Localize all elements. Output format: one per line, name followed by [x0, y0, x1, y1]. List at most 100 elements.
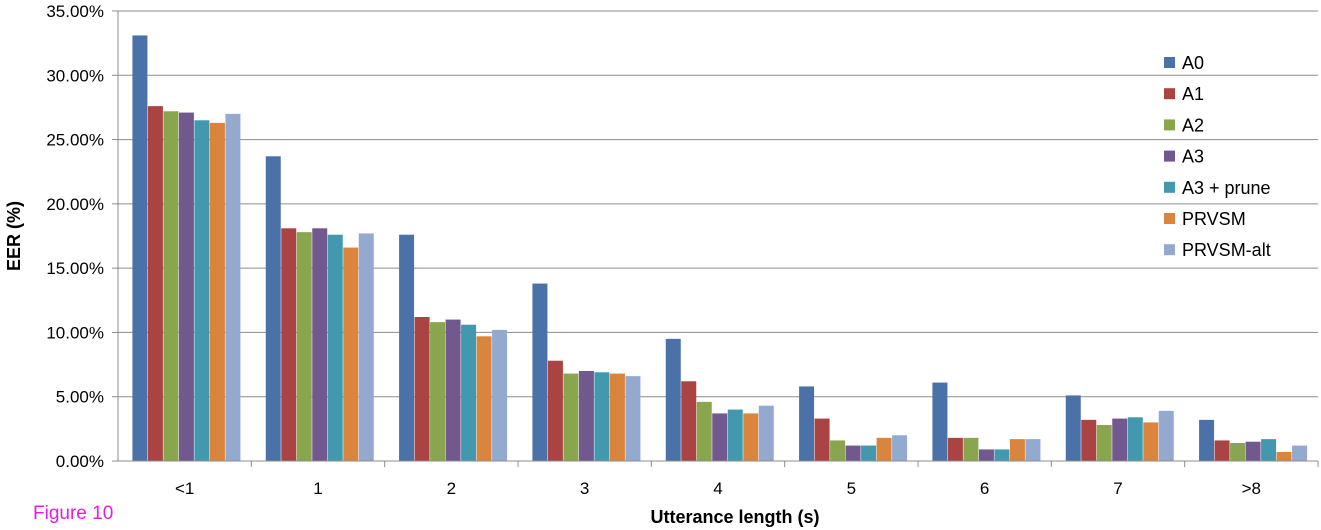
x-tick-labels: <1 1 2 3 4 5 6 7 >8: [175, 479, 1261, 498]
legend-label: PRVSM: [1182, 209, 1246, 229]
legend-swatch: [1164, 150, 1175, 162]
bar: [132, 35, 148, 462]
bar: [845, 445, 861, 461]
bar: [430, 322, 446, 461]
bar: [578, 371, 594, 461]
axes: [117, 11, 1319, 467]
bars: [132, 35, 1308, 462]
y-tick-label: 30.00%: [46, 66, 104, 85]
figure-label: Figure 10: [33, 503, 114, 524]
bar: [414, 317, 430, 461]
bar: [947, 437, 963, 461]
bar: [399, 234, 415, 461]
bar: [1096, 425, 1112, 461]
bar: [147, 106, 163, 462]
y-tick-label: 15.00%: [46, 259, 104, 278]
bar: [445, 319, 461, 461]
bar: [758, 405, 774, 461]
bar: [978, 449, 994, 461]
bar: [563, 373, 579, 461]
bar: [814, 418, 830, 461]
bar: [1081, 419, 1097, 461]
bar: [1112, 418, 1128, 461]
bar: [1292, 445, 1308, 461]
bar: [296, 232, 312, 461]
bar: [547, 360, 563, 461]
bar: [492, 329, 508, 461]
x-tick-label: 6: [980, 479, 989, 498]
y-tick-label: 5.00%: [56, 388, 104, 407]
legend-swatch: [1164, 244, 1175, 256]
legend-label: A2: [1182, 115, 1204, 135]
bar: [1245, 441, 1261, 461]
bar: [665, 338, 681, 461]
bar: [1009, 439, 1025, 461]
y-tick-label: 10.00%: [46, 323, 104, 342]
bar: [225, 113, 241, 461]
bar: [625, 376, 641, 461]
bar: [1143, 422, 1159, 461]
bar: [209, 122, 225, 461]
bar: [476, 336, 492, 461]
bar: [712, 413, 728, 461]
bar: [312, 228, 328, 461]
legend-swatch: [1164, 57, 1175, 68]
bar: [1276, 452, 1292, 461]
bar: [1214, 440, 1230, 461]
legend-label: PRVSM-alt: [1182, 240, 1271, 260]
bar: [594, 372, 610, 461]
legend-label: A3 + prune: [1182, 178, 1271, 198]
bar: [461, 324, 477, 461]
y-tick-labels: 0.00% 5.00% 10.00% 15.00% 20.00% 25.00% 30.00%…: [46, 2, 104, 471]
bar: [696, 401, 712, 461]
y-tick-label: 20.00%: [46, 195, 104, 214]
legend-label: A3: [1182, 147, 1204, 167]
bar: [994, 449, 1010, 461]
y-tick-label: 25.00%: [46, 131, 104, 150]
bar: [861, 445, 877, 461]
legend-label: A1: [1182, 84, 1204, 104]
bar: [343, 247, 359, 461]
bar: [609, 373, 625, 461]
legend-swatch: [1164, 181, 1175, 193]
y-tick-label: 35.00%: [46, 2, 104, 21]
bar: [892, 435, 908, 461]
x-tick-label: 3: [580, 479, 589, 498]
x-tick-label: 7: [1113, 479, 1122, 498]
bar: [1261, 439, 1277, 461]
bar: [681, 381, 697, 461]
x-tick-label: 1: [313, 479, 322, 498]
x-axis-title: Utterance length (s): [650, 507, 819, 527]
legend-swatch: [1164, 88, 1175, 100]
bar: [281, 228, 297, 461]
bar: [327, 234, 343, 461]
x-tick-label: 4: [713, 479, 722, 498]
bar: [1127, 417, 1143, 461]
x-tick-label: 2: [447, 479, 456, 498]
legend-label: A0: [1182, 53, 1204, 73]
bar: [1025, 439, 1041, 461]
bar: [1158, 410, 1174, 461]
x-tick-label: >8: [1242, 479, 1261, 498]
bar: [830, 440, 846, 461]
bar: [1199, 419, 1215, 461]
bar: [532, 283, 548, 461]
y-tick-label: 0.00%: [56, 452, 104, 471]
legend-swatch: [1164, 119, 1175, 131]
bar: [163, 111, 179, 462]
bar: [1230, 443, 1246, 461]
bar: [727, 409, 743, 461]
bar: [1065, 395, 1081, 461]
y-axis-title: EER (%): [4, 201, 24, 271]
bar: [358, 233, 374, 461]
legend: A0 A1 A2 A3 A3 + prune PRVSM PRVSM-alt: [1164, 53, 1271, 260]
legend-swatch: [1164, 213, 1175, 224]
bar: [963, 437, 979, 461]
x-tick-label: <1: [175, 479, 194, 498]
x-tick-label: 5: [847, 479, 856, 498]
bar: [932, 382, 948, 461]
bar: [194, 120, 210, 462]
bar: [743, 413, 759, 461]
bar: [265, 156, 281, 462]
